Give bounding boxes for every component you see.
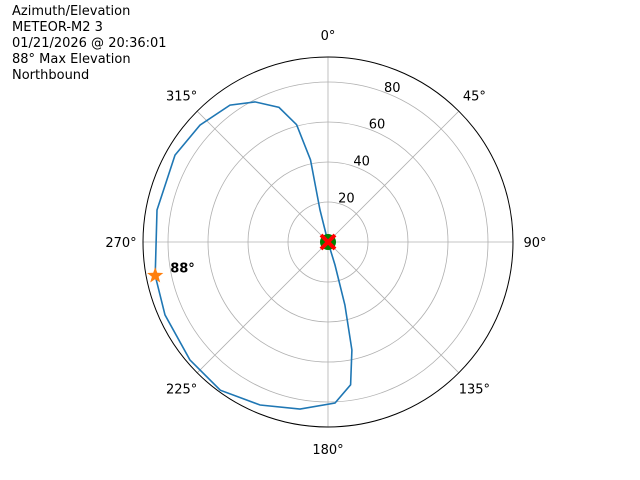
info-satellite: METEOR-M2 3	[12, 20, 103, 35]
info-datetime: 01/21/2026 @ 20:36:01	[12, 36, 167, 51]
max-elevation-star	[147, 267, 164, 283]
r-tick-label: 80	[384, 81, 401, 96]
r-tick-label: 40	[353, 155, 370, 170]
theta-tick-label: 315°	[166, 90, 197, 105]
theta-tick-label: 180°	[312, 443, 343, 458]
theta-tick-label: 45°	[463, 90, 486, 105]
theta-tick-label: 225°	[166, 382, 197, 397]
theta-tick-label: 135°	[459, 382, 490, 397]
theta-gridline	[196, 241, 329, 374]
info-direction: Northbound	[12, 68, 90, 83]
end-marker	[319, 233, 337, 251]
outer-frame	[142, 56, 514, 428]
theta-tick-label: 270°	[105, 236, 136, 251]
track-line	[154, 101, 353, 410]
theta-tick-label: 90°	[523, 236, 546, 251]
theta-gridline	[327, 110, 460, 243]
theta-tick-label: 0°	[321, 29, 336, 44]
info-title: Azimuth/Elevation	[12, 4, 131, 19]
r-tick-label: 20	[338, 192, 355, 207]
max-elevation-label: 88°	[170, 262, 195, 277]
pass-info: Azimuth/Elevation METEOR-M2 3 01/21/2026…	[12, 4, 167, 84]
r-tick-label: 60	[369, 118, 386, 133]
theta-gridline	[196, 110, 329, 243]
theta-gridline	[327, 241, 460, 374]
info-max-elevation: 88° Max Elevation	[12, 52, 131, 67]
